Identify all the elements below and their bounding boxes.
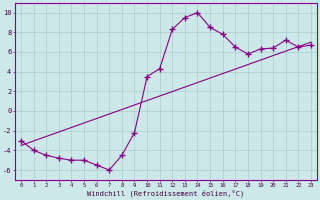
X-axis label: Windchill (Refroidissement éolien,°C): Windchill (Refroidissement éolien,°C) — [87, 190, 244, 197]
